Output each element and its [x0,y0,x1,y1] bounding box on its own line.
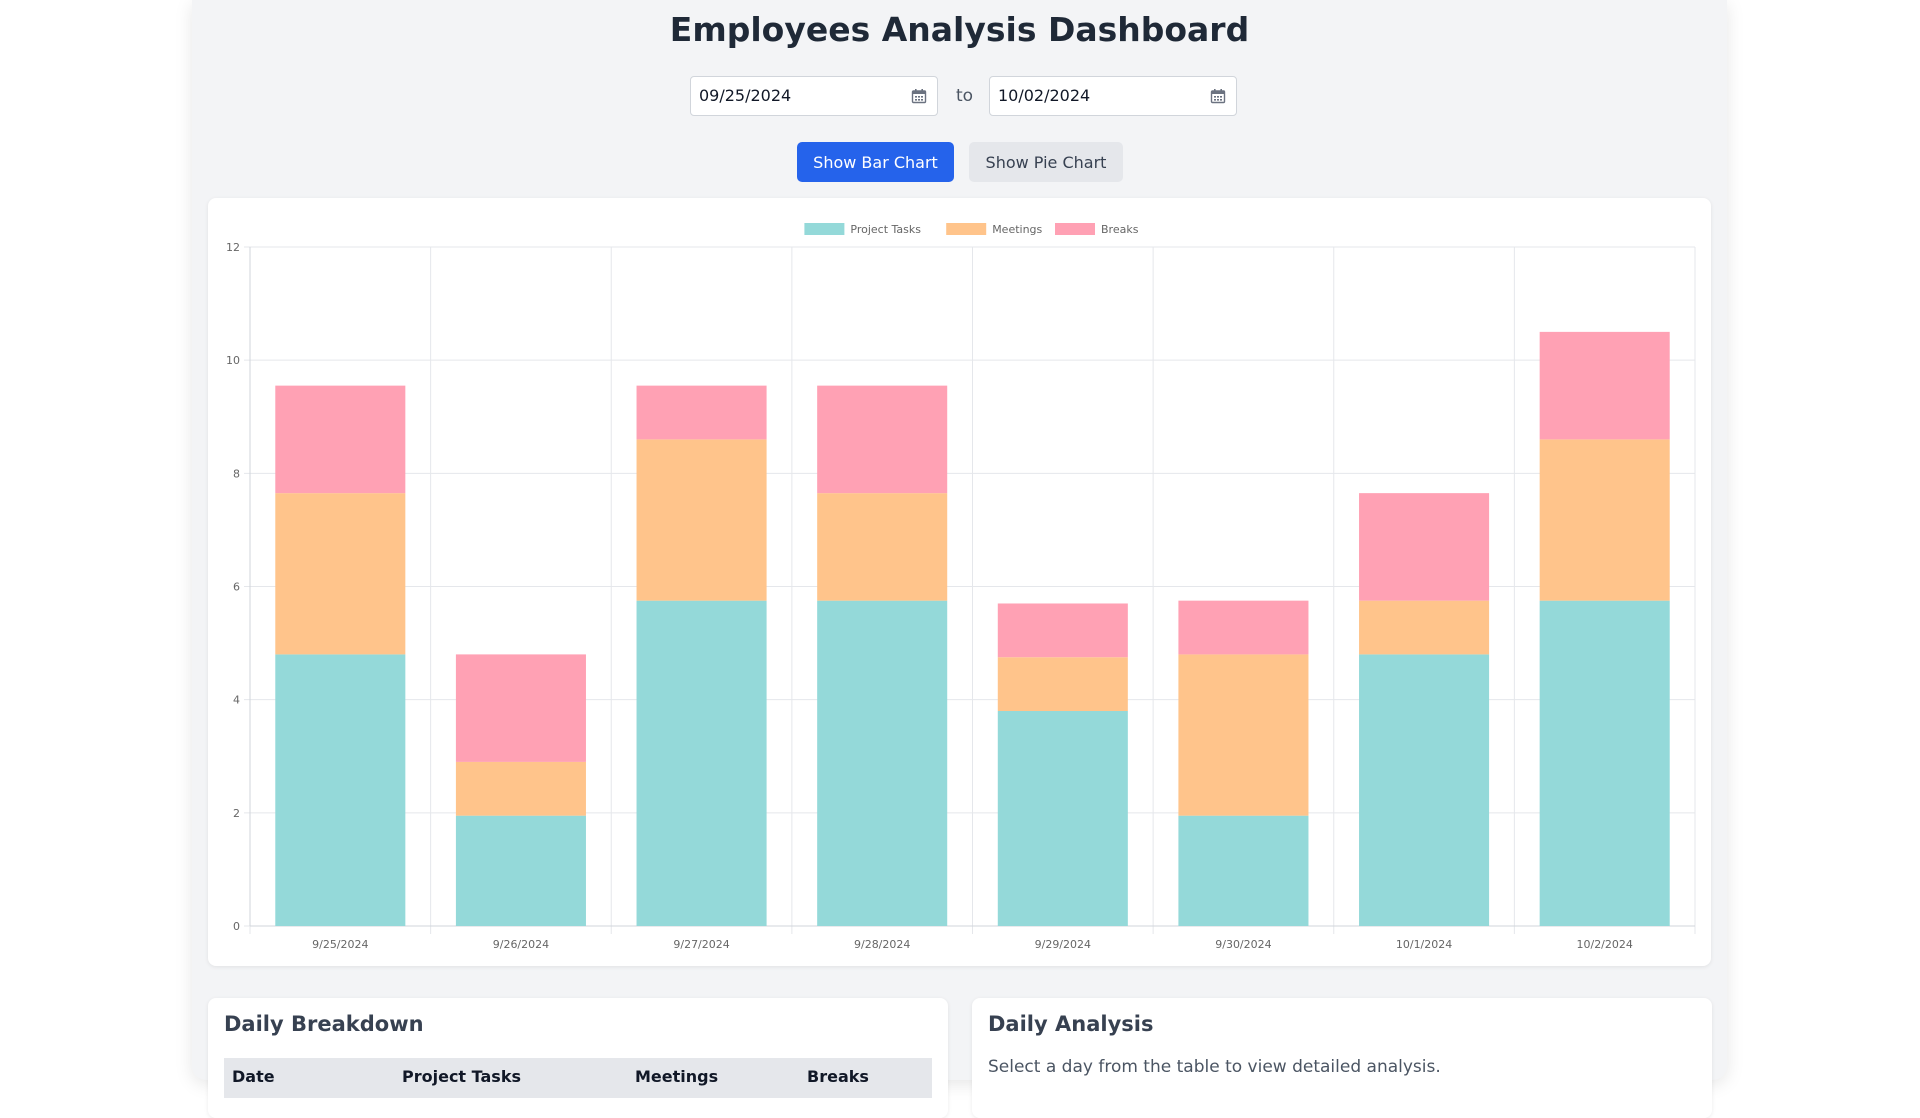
bar-segment-meetings [817,493,948,601]
x-tick-label: 10/1/2024 [1396,938,1452,951]
x-tick-label: 9/26/2024 [493,938,549,951]
x-tick-label: 9/25/2024 [312,938,368,951]
x-tick-label: 9/29/2024 [1035,938,1091,951]
bar-segment-project-tasks [1178,815,1309,926]
legend-swatch [804,223,845,235]
show-pie-chart-button[interactable]: Show Pie Chart [969,142,1123,182]
bar-segment-project-tasks [817,600,948,926]
bar-segment-breaks [1539,331,1670,440]
bar-segment-meetings [1178,654,1309,816]
y-tick-label: 8 [233,467,240,480]
bar-segment-project-tasks [1539,600,1670,926]
start-date-value: 09/25/2024 [699,86,792,105]
y-tick-label: 12 [226,241,240,254]
bar-segment-meetings [997,657,1128,711]
bar-segment-project-tasks [455,815,586,926]
legend-swatch [1055,223,1095,235]
bar-segment-meetings [275,493,406,655]
bar-segment-breaks [636,385,767,440]
bar-segment-breaks [275,385,406,494]
x-tick-label: 10/2/2024 [1576,938,1632,951]
daily-breakdown-panel: Daily Breakdown Date Project Tasks Meeti… [208,998,948,1118]
bar-segment-meetings [455,761,586,816]
table-header: Date Project Tasks Meetings Breaks [224,1058,932,1098]
bar-segment-breaks [1178,600,1309,655]
bar-segment-project-tasks [997,710,1128,926]
bar-segment-project-tasks [275,654,406,926]
column-header-breaks: Breaks [807,1067,869,1086]
y-tick-label: 0 [233,920,240,933]
column-header-project-tasks: Project Tasks [402,1067,521,1086]
bar-segment-meetings [1359,600,1490,655]
y-tick-label: 4 [233,694,240,707]
bar-segment-breaks [997,603,1128,658]
bar-segment-meetings [636,439,767,601]
bar-segment-breaks [1359,493,1490,601]
legend-label: Breaks [1101,223,1139,236]
dashboard-container: Employees Analysis Dashboard 09/25/2024 … [192,0,1727,1118]
end-date-input[interactable]: 10/02/2024 [989,76,1237,116]
daily-breakdown-title: Daily Breakdown [224,1012,424,1036]
bar-segment-breaks [455,654,586,762]
bar-segment-meetings [1539,439,1670,601]
bar-segment-breaks [817,385,948,494]
bar-segment-project-tasks [1359,654,1490,926]
x-tick-label: 9/30/2024 [1215,938,1271,951]
column-header-meetings: Meetings [635,1067,719,1086]
page-title: Employees Analysis Dashboard [669,10,1250,49]
x-tick-label: 9/28/2024 [854,938,910,951]
date-range-separator: to [956,86,974,106]
legend-label: Meetings [992,223,1042,236]
stacked-bar-chart: 0 2 4 6 8 10 12 9/25/2024 9/26/2024 9/27/2024 9/28… [226,223,1696,951]
daily-analysis-panel: Daily Analysis Select a day from the tab… [972,998,1712,1118]
y-tick-label: 10 [226,354,240,367]
bar-segment-project-tasks [636,600,767,926]
calendar-icon[interactable] [1210,88,1226,104]
y-tick-label: 6 [233,581,240,594]
show-bar-chart-button[interactable]: Show Bar Chart [797,142,954,182]
start-date-input[interactable]: 09/25/2024 [690,76,938,116]
daily-analysis-title: Daily Analysis [988,1012,1154,1036]
y-tick-label: 2 [233,807,240,820]
legend-label: Project Tasks [850,223,921,236]
daily-analysis-message: Select a day from the table to view deta… [988,1057,1441,1077]
chart-card: 0 2 4 6 8 10 12 9/25/2024 9/26/2024 9/27/2024 9/28… [208,198,1711,966]
calendar-icon[interactable] [911,88,927,104]
end-date-value: 10/02/2024 [998,86,1091,105]
x-tick-label: 9/27/2024 [673,938,729,951]
legend-swatch [946,223,987,235]
column-header-date: Date [232,1067,275,1086]
